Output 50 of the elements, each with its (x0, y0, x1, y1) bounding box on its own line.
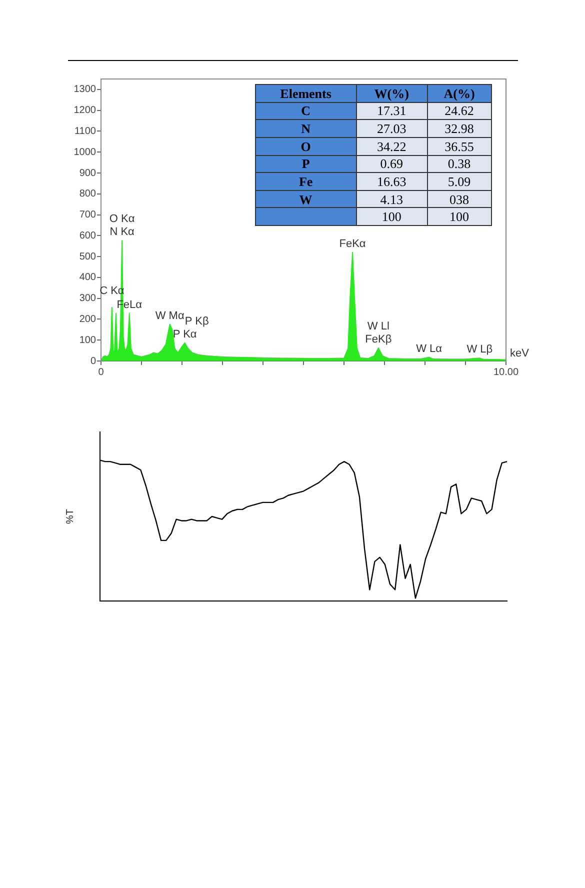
annotation: W Lβ (466, 344, 493, 356)
data-label: 36.55 (427, 137, 492, 155)
y-tick-label: 1000 (74, 146, 96, 158)
annotation: W Mα (155, 310, 185, 322)
annotation: N Kα (110, 226, 136, 238)
y-tick-label: 0 (90, 356, 96, 367)
y-tick-label: 1300 (74, 84, 96, 96)
series-label: W(%) (356, 84, 428, 102)
y-tick-label: 800 (79, 188, 96, 200)
data-label: 4.13 (356, 190, 428, 208)
data-label: 0.69 (356, 155, 428, 173)
y-tick-label: 1200 (74, 105, 96, 116)
annotation: FeKβ (365, 333, 392, 346)
y-axis-title: %T (64, 509, 76, 524)
data-label: 27.03 (356, 120, 428, 138)
data-label: 5.09 (427, 172, 492, 190)
data-label: 17.31 (356, 102, 428, 120)
category-label: W (256, 190, 356, 208)
text: 100 (382, 209, 402, 224)
category-label: P (256, 155, 356, 173)
data-label: 038 (427, 190, 492, 208)
y-tick-label: 1100 (74, 126, 96, 137)
category-label: N (256, 120, 356, 138)
text: 100 (450, 209, 470, 224)
y-tick-label: 900 (79, 168, 96, 179)
y-tick-label: 400 (79, 272, 96, 284)
annotation: W Ll (367, 320, 390, 332)
y-tick-label: 100 (79, 334, 96, 346)
category-label: Fe (256, 172, 356, 190)
data-label: 0.38 (427, 155, 492, 173)
data-label: 16.63 (356, 172, 428, 190)
series-label: A(%) (427, 84, 492, 102)
data-label: 34.22 (356, 137, 428, 155)
text: Elements (256, 84, 356, 102)
y-tick-label: 200 (79, 314, 96, 325)
data-label: 32.98 (427, 120, 492, 138)
x-axis-title: keV (510, 348, 530, 360)
x-tick-label: 10.00 (493, 366, 519, 378)
annotation: P Kβ (184, 315, 209, 328)
category-label: O (256, 137, 356, 155)
category-label: C (256, 102, 356, 120)
y-tick-label: 300 (79, 293, 96, 304)
annotation: FeKα (339, 238, 366, 250)
y-tick-label: 600 (79, 230, 96, 242)
annotation: P Kα (172, 328, 198, 340)
annotation: O Kα (109, 213, 136, 226)
y-tick-label: 500 (79, 251, 96, 262)
data-label: 24.62 (427, 102, 492, 120)
annotation: W Lα (416, 342, 443, 355)
y-tick-label: 700 (79, 210, 96, 221)
